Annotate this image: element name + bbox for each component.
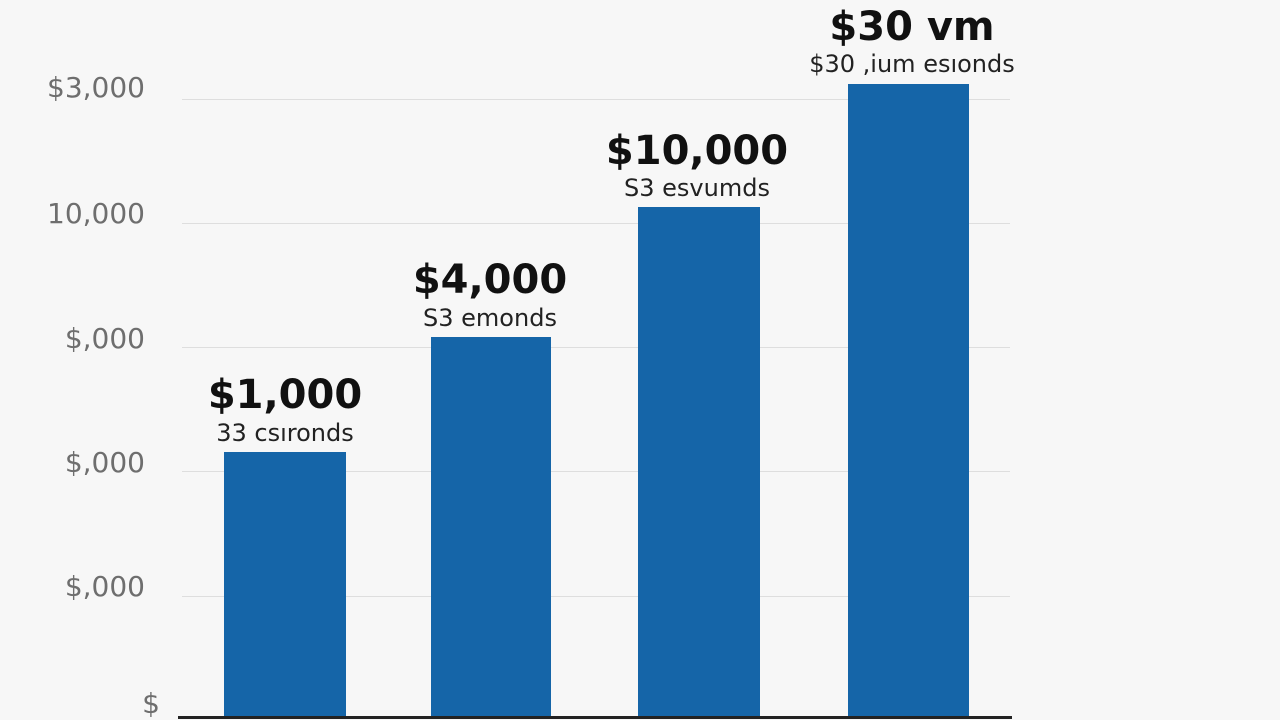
gridline — [182, 471, 1010, 472]
y-tick-label: $,000 — [64, 322, 145, 355]
y-tick-label: $,000 — [64, 446, 145, 479]
gridline — [182, 223, 1010, 224]
y-tick-label: $,000 — [64, 570, 145, 603]
bar-3 — [638, 207, 760, 718]
gridline — [182, 99, 1010, 100]
bar-1 — [224, 452, 346, 718]
bar-3-sub-label: S3 esvumds — [624, 174, 770, 202]
bar-2-sub-label: S3 emonds — [423, 304, 557, 332]
x-axis-baseline — [178, 716, 1012, 719]
y-tick-label: $3,000 — [47, 71, 145, 104]
bar-4-sub-label: $30 ,ium esıonds — [809, 50, 1015, 78]
bar-4 — [848, 84, 969, 718]
bar-4-value-label: $30 vm — [829, 4, 995, 50]
bar-1-value-label: $1,000 — [207, 372, 363, 418]
bar-3-value-label: $10,000 — [605, 128, 789, 174]
y-tick-label: $ — [142, 687, 160, 720]
bar-1-sub-label: 33 csıronds — [216, 419, 354, 447]
gridline — [182, 596, 1010, 597]
gridline — [182, 347, 1010, 348]
bar-2-value-label: $4,000 — [412, 257, 568, 303]
bar-2 — [431, 337, 551, 718]
y-tick-label: 10,000 — [47, 197, 145, 230]
